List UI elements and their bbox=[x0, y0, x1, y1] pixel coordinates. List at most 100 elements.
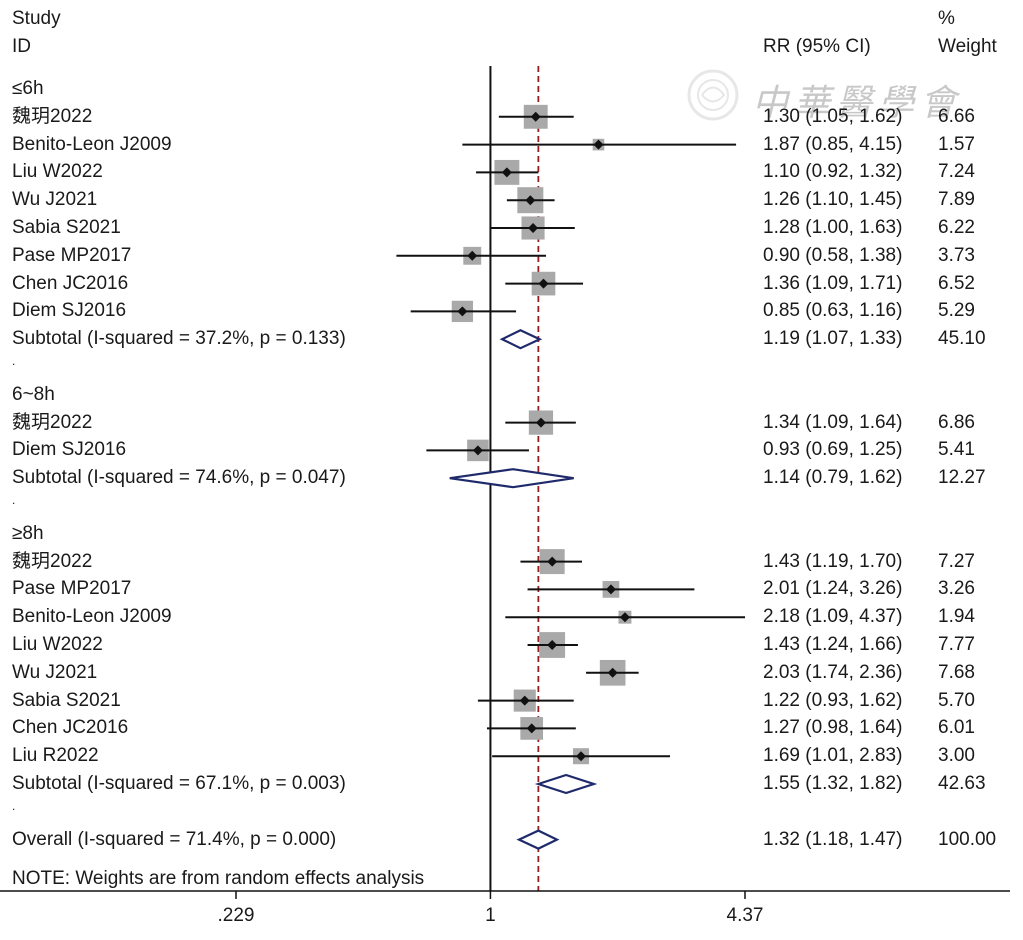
rr-ci-value: 0.93 (0.69, 1.25) bbox=[763, 439, 903, 461]
rr-ci-value: 1.22 (0.93, 1.62) bbox=[763, 689, 903, 711]
weight-value: 7.24 bbox=[938, 161, 975, 183]
rr-ci-value: 1.32 (1.18, 1.47) bbox=[763, 828, 903, 850]
group-label: 6~8h bbox=[12, 383, 55, 405]
point-estimate bbox=[528, 223, 539, 233]
rr-ci-value: 1.87 (0.85, 4.15) bbox=[763, 133, 903, 155]
study-label: Wu J2021 bbox=[12, 189, 98, 211]
study-label: Liu R2022 bbox=[12, 745, 99, 767]
subtotal-diamond bbox=[449, 468, 574, 489]
header-rr-ci: RR (95% CI) bbox=[763, 36, 871, 57]
watermark-text: 中華醫學會 bbox=[752, 83, 963, 124]
study-label: Pase MP2017 bbox=[12, 244, 132, 266]
spacer-dot: . bbox=[12, 493, 16, 507]
weight-value: 5.29 bbox=[938, 300, 975, 322]
rr-ci-value: 1.14 (0.79, 1.62) bbox=[763, 467, 903, 489]
study-label: Pase MP2017 bbox=[12, 578, 132, 600]
study-label: 魏玥2022 bbox=[12, 105, 93, 127]
weight-value: 6.01 bbox=[938, 717, 975, 739]
rr-ci-value: 1.36 (1.09, 1.71) bbox=[763, 272, 903, 294]
subtotal-label: Subtotal (I-squared = 74.6%, p = 0.047) bbox=[12, 467, 346, 489]
rr-ci-value: 1.28 (1.00, 1.63) bbox=[763, 217, 903, 238]
weight-value: 5.41 bbox=[938, 439, 975, 461]
point-estimate bbox=[530, 111, 541, 122]
study-label: Chen JC2016 bbox=[12, 717, 129, 739]
rr-ci-value: 0.90 (0.58, 1.38) bbox=[763, 244, 903, 266]
point-estimate bbox=[605, 584, 616, 595]
header-study: Study bbox=[12, 8, 61, 29]
rr-ci-value: 2.03 (1.74, 2.36) bbox=[763, 661, 903, 683]
point-estimate bbox=[593, 139, 604, 150]
rr-ci-value: 0.85 (0.63, 1.16) bbox=[763, 300, 903, 322]
rr-ci-value: 1.10 (0.92, 1.32) bbox=[763, 161, 903, 183]
study-label: Diem SJ2016 bbox=[12, 439, 127, 461]
study-label: Wu J2021 bbox=[12, 661, 98, 683]
point-estimate bbox=[525, 195, 536, 206]
rr-ci-value: 1.30 (1.05, 1.62) bbox=[763, 105, 903, 127]
x-tick-label: 4.37 bbox=[726, 905, 764, 926]
rr-ci-value: 2.18 (1.09, 4.37) bbox=[763, 606, 903, 628]
overall-diamond bbox=[516, 829, 560, 850]
weight-value: 6.86 bbox=[938, 411, 975, 433]
study-label: 魏玥2022 bbox=[12, 411, 93, 433]
watermark-seal-icon bbox=[687, 69, 739, 121]
subtotal-diamond bbox=[499, 328, 543, 350]
group-label: ≥8h bbox=[12, 522, 44, 544]
x-tick-label: .229 bbox=[217, 905, 255, 926]
subtotal-label: Subtotal (I-squared = 37.2%, p = 0.133) bbox=[12, 328, 346, 350]
rr-ci-value: 1.19 (1.07, 1.33) bbox=[763, 328, 903, 350]
weight-value: 1.57 bbox=[938, 133, 975, 155]
weight-value: 3.00 bbox=[938, 745, 975, 767]
point-estimate bbox=[619, 612, 630, 623]
header-percent: % bbox=[938, 8, 955, 29]
overall-label: Overall (I-squared = 71.4%, p = 0.000) bbox=[12, 828, 337, 850]
point-estimate bbox=[538, 278, 549, 289]
study-label: Benito-Leon J2009 bbox=[12, 606, 172, 628]
weight-value: 7.77 bbox=[938, 634, 975, 655]
rr-ci-value: 1.69 (1.01, 2.83) bbox=[763, 745, 903, 767]
weight-value: 7.89 bbox=[938, 189, 975, 211]
x-tick-label: 1 bbox=[485, 905, 496, 926]
point-estimate bbox=[547, 640, 558, 650]
subtotal-label: Subtotal (I-squared = 67.1%, p = 0.003) bbox=[12, 773, 346, 794]
rr-ci-value: 1.43 (1.24, 1.66) bbox=[763, 634, 903, 655]
rr-ci-value: 1.55 (1.32, 1.82) bbox=[763, 773, 903, 794]
study-label: Diem SJ2016 bbox=[12, 300, 127, 322]
point-estimate bbox=[519, 695, 530, 706]
weight-value: 100.00 bbox=[938, 828, 997, 850]
weight-value: 42.63 bbox=[938, 773, 986, 794]
weight-value: 12.27 bbox=[938, 467, 986, 489]
point-estimate bbox=[472, 445, 483, 456]
point-estimate bbox=[457, 306, 468, 317]
rr-ci-value: 1.43 (1.19, 1.70) bbox=[763, 550, 903, 572]
point-estimate bbox=[526, 723, 537, 734]
weight-value: 6.52 bbox=[938, 272, 975, 294]
weight-value: 6.66 bbox=[938, 105, 975, 127]
point-estimate bbox=[501, 167, 512, 178]
rr-ci-value: 1.34 (1.09, 1.64) bbox=[763, 411, 903, 433]
point-estimate bbox=[547, 556, 558, 567]
weight-value: 1.94 bbox=[938, 606, 975, 628]
study-label: 魏玥2022 bbox=[12, 550, 93, 572]
subtotal-diamond bbox=[534, 773, 598, 795]
spacer-dot: . bbox=[12, 798, 16, 813]
weight-value: 6.22 bbox=[938, 217, 975, 238]
study-label: Liu W2022 bbox=[12, 161, 103, 183]
study-label: Liu W2022 bbox=[12, 634, 103, 655]
rr-ci-value: 2.01 (1.24, 3.26) bbox=[763, 578, 903, 600]
header-id: ID bbox=[12, 36, 31, 57]
weight-value: 45.10 bbox=[938, 328, 986, 350]
rr-ci-value: 1.26 (1.10, 1.45) bbox=[763, 189, 903, 211]
spacer-dot: . bbox=[12, 354, 16, 368]
study-label: Benito-Leon J2009 bbox=[12, 133, 172, 155]
study-label: Sabia S2021 bbox=[12, 689, 121, 711]
header-weight: Weight bbox=[938, 36, 997, 57]
weight-value: 7.27 bbox=[938, 550, 975, 572]
group-label: ≤6h bbox=[12, 78, 44, 99]
weight-value: 3.26 bbox=[938, 578, 975, 600]
study-label: Sabia S2021 bbox=[12, 217, 121, 238]
point-estimate bbox=[607, 667, 618, 678]
weight-value: 3.73 bbox=[938, 244, 975, 266]
point-estimate bbox=[467, 250, 478, 261]
point-estimate bbox=[576, 751, 587, 762]
rr-ci-value: 1.27 (0.98, 1.64) bbox=[763, 717, 903, 739]
